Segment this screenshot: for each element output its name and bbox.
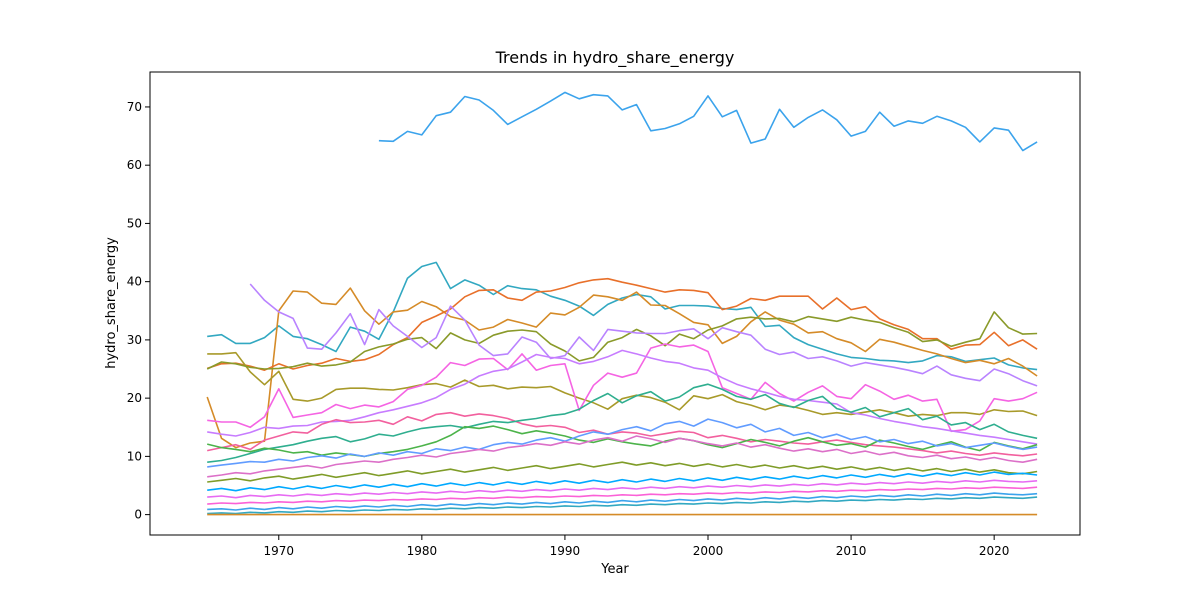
series-line-8 <box>249 283 1038 387</box>
series-line-15 <box>207 461 1038 483</box>
series-line-20 <box>207 496 1038 515</box>
x-tick-label: 2010 <box>836 544 867 558</box>
series-line-16 <box>207 471 1038 492</box>
x-tick-label: 2020 <box>979 544 1010 558</box>
series-line-6 <box>206 311 1038 370</box>
chart-title: Trends in hydro_share_energy <box>495 48 735 68</box>
plot-frame <box>149 71 1081 536</box>
x-tick-label: 2000 <box>693 544 724 558</box>
y-tick-label: 0 <box>134 508 142 522</box>
series-line-10 <box>207 411 1038 457</box>
series-line-17 <box>207 479 1038 499</box>
y-tick-label: 20 <box>127 391 142 405</box>
series-line-2 <box>207 261 1038 371</box>
x-tick-label: 1970 <box>263 544 294 558</box>
y-tick-label: 70 <box>127 100 142 114</box>
y-tick-label: 60 <box>127 158 142 172</box>
y-tick-label: 10 <box>127 449 142 463</box>
y-tick-label: 50 <box>127 216 142 230</box>
series-line-18 <box>207 486 1038 505</box>
series-line-14 <box>207 435 1038 478</box>
series-line-3 <box>206 287 1038 449</box>
series-line-11 <box>207 383 1038 463</box>
series-line-1 <box>378 91 1038 152</box>
y-tick-label: 30 <box>127 333 142 347</box>
x-axis-title: Year <box>600 562 629 577</box>
series-line-19 <box>207 492 1038 511</box>
y-tick-label: 40 <box>127 275 142 289</box>
y-axis-title: hydro_share_energy <box>104 237 119 369</box>
y-axis: 0 10 20 30 40 50 60 70 <box>127 100 150 522</box>
series-line-5 <box>207 351 1038 418</box>
series-line-13 <box>207 418 1038 468</box>
x-tick-label: 1990 <box>550 544 581 558</box>
plot-series <box>206 91 1038 516</box>
series-line-4 <box>206 277 1038 372</box>
x-tick-label: 1980 <box>407 544 438 558</box>
series-line-9 <box>207 349 1038 445</box>
x-axis: 1970 1980 1990 2000 2010 2020 <box>263 535 1009 558</box>
series-line-7 <box>207 343 1038 433</box>
